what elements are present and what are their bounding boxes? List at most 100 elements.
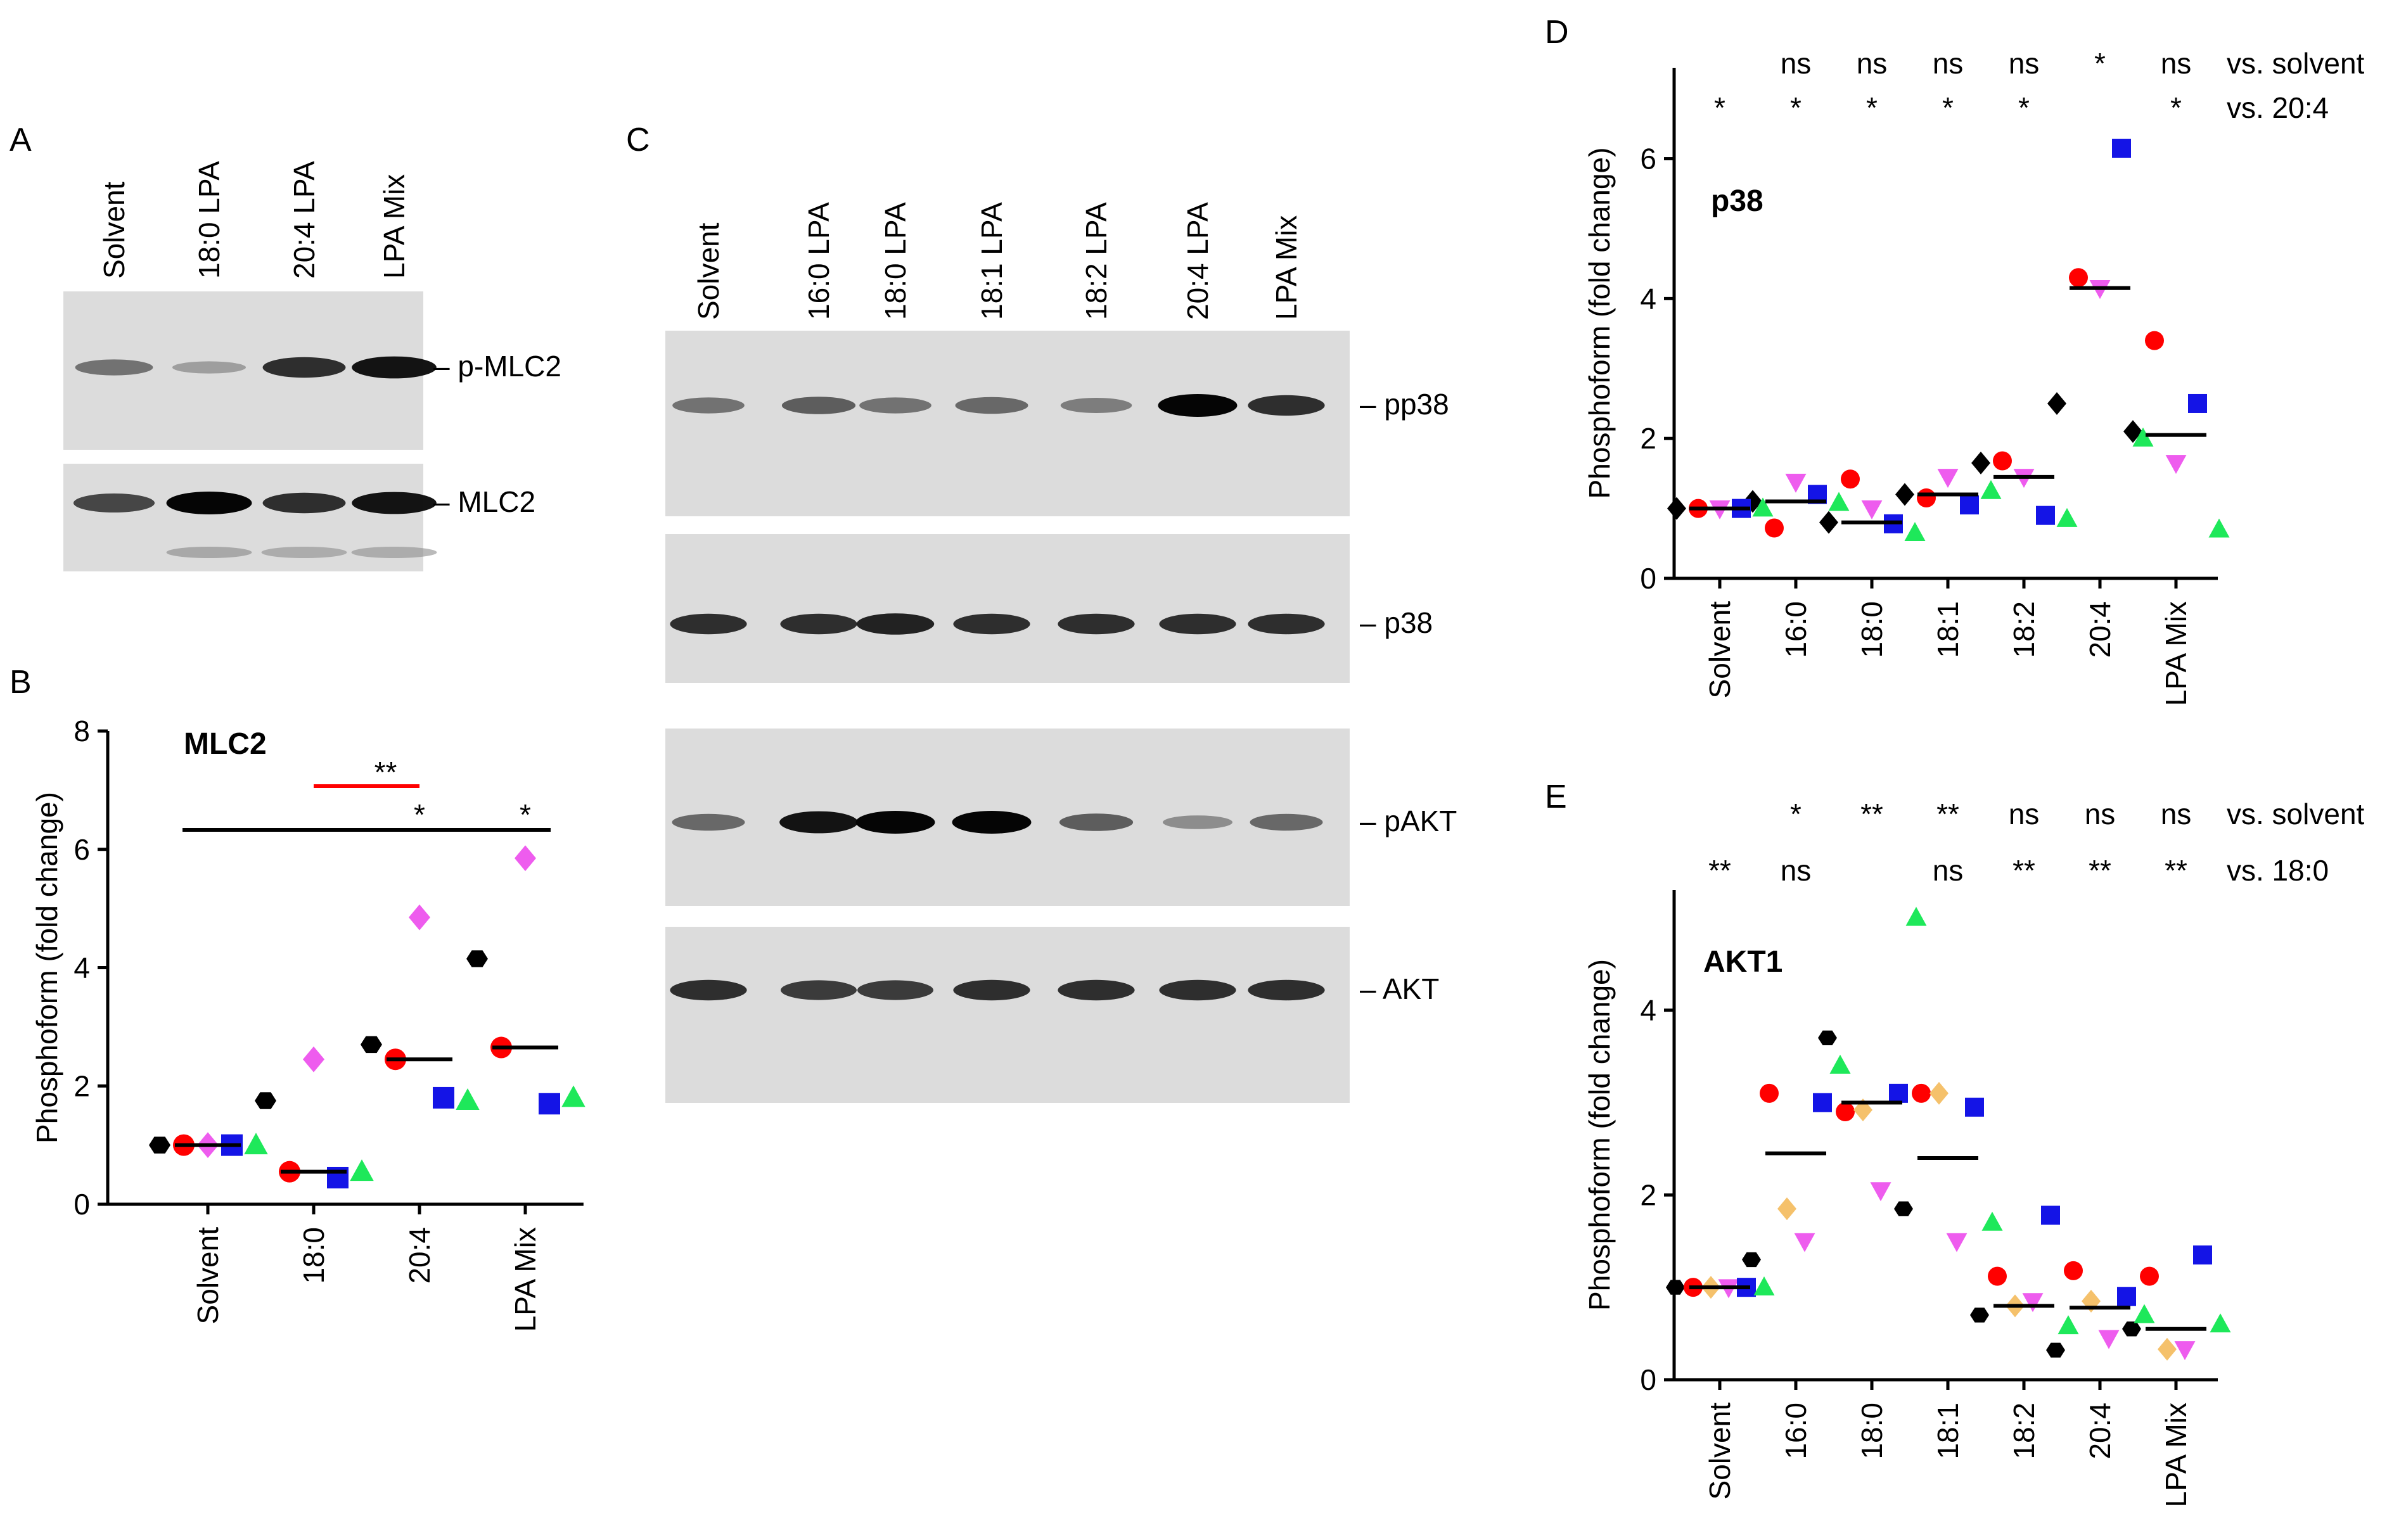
data-point-triangle-down: [2165, 455, 2187, 474]
chart-title: AKT1: [1703, 945, 1782, 979]
x-tick-label: LPA Mix: [2160, 1403, 2192, 1507]
significance-label: **: [1936, 798, 1959, 830]
y-axis-title: Phosphoform (fold change): [1583, 959, 1616, 1311]
blot-label: – pp38: [1360, 388, 1449, 421]
data-point-triangle: [1753, 1276, 1775, 1295]
y-tick-label: 2: [1640, 422, 1656, 455]
annotation-row-label: vs. 20:4: [2227, 91, 2329, 124]
data-point-triangle: [561, 1085, 586, 1107]
blot-band: [1248, 395, 1325, 416]
x-tick-label: 18:2: [2007, 1403, 2040, 1460]
data-point-square: [2117, 1287, 2136, 1306]
data-point-triangle: [2210, 1313, 2231, 1333]
data-point-circle: [1760, 1083, 1779, 1103]
blot-band: [352, 492, 437, 514]
data-point-hexagon: [361, 1036, 382, 1053]
data-point-diamond: [2047, 391, 2066, 415]
data-point-triangle: [1905, 907, 1927, 926]
data-point-triangle: [1980, 480, 2002, 499]
data-point-square: [1965, 1097, 1984, 1117]
data-point-triangle-down: [1794, 1233, 1815, 1252]
data-point-circle: [1765, 518, 1784, 538]
blot-band: [1058, 613, 1135, 635]
blot-band: [262, 357, 346, 378]
blot-band: [672, 813, 745, 831]
lane-label: Solvent: [98, 181, 131, 279]
data-point-square: [2112, 138, 2131, 158]
blot-band: [953, 979, 1030, 1001]
blot-band: [172, 361, 246, 374]
lane-label: 18:0 LPA: [879, 202, 912, 320]
y-tick-label: 6: [1640, 143, 1656, 175]
annotation-row-label: vs. solvent: [2227, 798, 2365, 830]
blot-band: [952, 811, 1032, 834]
significance-label: ns: [1781, 854, 1812, 887]
blot-band: [1248, 979, 1325, 1001]
blot-band: [1159, 979, 1236, 1001]
panel-letter-c: C: [626, 122, 650, 158]
blot-band: [779, 811, 858, 834]
blot-band: [670, 979, 747, 1001]
blot-band: [75, 359, 153, 376]
lane-label: LPA Mix: [1270, 215, 1303, 320]
data-point-triangle-down: [1946, 1233, 1968, 1252]
panel-letter-a: A: [10, 122, 32, 158]
blot-band: [953, 613, 1030, 635]
data-point-triangle: [1829, 1054, 1851, 1074]
data-point-triangle: [2132, 427, 2154, 447]
blot-band: [352, 356, 437, 379]
blot-membrane: [665, 331, 1350, 516]
significance-label: *: [520, 798, 531, 831]
data-point-triangle-down: [1785, 473, 1807, 493]
blot-band: [857, 980, 933, 1000]
y-tick-label: 4: [1640, 282, 1656, 315]
data-point-diamond: [1667, 497, 1686, 520]
significance-label: **: [1708, 854, 1731, 887]
chart-akt1: 0 2 4 Solvent 16:0 18:0 18:1 18:2 20:4 LPA Mix Pho…: [1583, 798, 2365, 1507]
data-point-square: [1960, 495, 1979, 515]
blot-band: [955, 397, 1028, 414]
blot-band: [781, 980, 857, 1000]
data-point-hexagon: [1894, 1201, 1913, 1216]
chart-mlc2: 0 2 4 6 8 Solvent 18:0 20:4 LPA Mix Phosphoform (…: [30, 715, 586, 1332]
significance-label: ns: [1781, 47, 1812, 80]
data-point-circle: [2145, 331, 2164, 350]
blot-band: [262, 492, 346, 514]
blot-band: [855, 811, 935, 834]
lane-label: 18:2 LPA: [1080, 202, 1113, 320]
data-point-circle: [1841, 469, 1860, 489]
data-point-triangle: [2056, 507, 2078, 527]
data-point-circle: [1988, 1266, 2007, 1286]
x-tick-label: 16:0: [1779, 601, 1812, 658]
y-tick-label: 8: [74, 715, 90, 748]
blot-band: [1159, 613, 1236, 635]
x-tick-label: Solvent: [191, 1227, 224, 1325]
data-point-circle: [1993, 451, 2012, 471]
x-tick-label: LPA Mix: [509, 1227, 542, 1332]
data-point-triangle-down: [2022, 1293, 2044, 1313]
blot-label: – p38: [1360, 606, 1433, 639]
data-point-hexagon: [2122, 1321, 2141, 1337]
blot-label: – pAKT: [1360, 805, 1457, 837]
significance-label: *: [1714, 91, 1725, 124]
data-point-diamond: [1971, 451, 1990, 474]
y-tick-label: 2: [74, 1069, 90, 1102]
significance-label: *: [1942, 91, 1954, 124]
data-point-hexagon: [2046, 1342, 2065, 1358]
y-axis-title: Phosphoform (fold change): [1583, 148, 1616, 499]
lane-label: Solvent: [692, 222, 725, 320]
blot-band: [1248, 613, 1325, 635]
x-tick-label: 18:0: [1855, 1403, 1888, 1460]
blot-membrane: [665, 534, 1350, 683]
data-point-triangle: [2134, 1304, 2155, 1323]
annotation-row-label: vs. 18:0: [2227, 854, 2329, 887]
blot-band: [856, 613, 935, 635]
lane-label: 20:4 LPA: [1181, 202, 1214, 320]
significance-label: ns: [1933, 854, 1964, 887]
data-point-triangle-down: [2098, 1330, 2120, 1349]
x-tick-label: 20:4: [403, 1227, 436, 1284]
lane-label: 18:0 LPA: [193, 161, 226, 279]
data-point-circle: [2064, 1261, 2083, 1280]
data-point-diamond: [409, 904, 430, 931]
